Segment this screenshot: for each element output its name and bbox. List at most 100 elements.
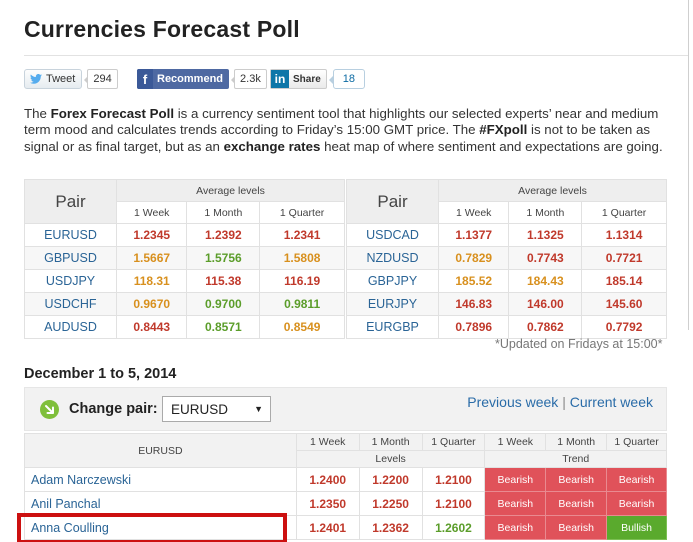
average-level-cell: 0.7862 xyxy=(508,315,583,339)
pair-name[interactable]: EURJPY xyxy=(346,292,439,316)
table-row: NZDUSD 0.7829 0.7743 0.7721 xyxy=(346,246,667,270)
col-header: 1 Quarter xyxy=(581,201,667,224)
average-level-cell: 1.1377 xyxy=(437,223,510,247)
facebook-widget: f Recommend 2.3k xyxy=(137,68,267,90)
average-level-cell: 0.7721 xyxy=(581,246,667,270)
average-level-cell: 185.52 xyxy=(437,269,510,293)
table-row: USDCHF 0.9670 0.9700 0.9811 xyxy=(24,292,345,316)
col-header: 1 Month xyxy=(545,433,608,451)
average-level-cell: 1.1325 xyxy=(508,223,583,247)
average-level-cell: 145.60 xyxy=(581,292,667,316)
pair-name[interactable]: USDCHF xyxy=(24,292,117,316)
average-level-cell: 1.5667 xyxy=(115,246,188,270)
trend-cell: Bearish xyxy=(484,491,547,516)
updated-note: *Updated on Fridays at 15:00* xyxy=(495,337,663,351)
expert-row: Adam Narczewski 1.2400 1.2200 1.2100 Bearish… xyxy=(24,467,667,492)
average-level-cell: 118.31 xyxy=(115,269,188,293)
title-divider xyxy=(24,55,693,56)
trend-cell: Bearish xyxy=(484,467,547,492)
linkedin-icon: in xyxy=(271,70,289,88)
trend-cell: Bearish xyxy=(606,491,667,516)
current-week-link[interactable]: Current week xyxy=(569,394,653,410)
previous-week-link[interactable]: Previous week xyxy=(467,394,559,410)
pair-select[interactable]: EURUSD ▼ xyxy=(162,396,271,422)
average-level-cell: 0.7896 xyxy=(437,315,510,339)
table-row: GBPJPY 185.52 184.43 185.14 xyxy=(346,269,667,293)
intro-paragraph: The Forex Forecast Poll is a currency se… xyxy=(24,106,663,154)
average-level-cell: 1.2341 xyxy=(259,223,345,247)
pair-name[interactable]: USDCAD xyxy=(346,223,439,247)
average-levels-header: Average levels xyxy=(116,179,345,202)
average-level-cell: 146.83 xyxy=(437,292,510,316)
average-level-cell: 0.8443 xyxy=(115,315,188,339)
linkedin-share-label: Share xyxy=(293,73,321,85)
pair-name[interactable]: GBPUSD xyxy=(24,246,117,270)
levels-header: Levels xyxy=(295,450,486,468)
table-row: AUDUSD 0.8443 0.8571 0.8549 xyxy=(24,315,345,339)
tweet-count: 294 xyxy=(84,69,118,89)
tweet-widget: Tweet 294 xyxy=(24,68,118,90)
average-level-cell: 185.14 xyxy=(581,269,667,293)
average-level-cell: 146.00 xyxy=(508,292,583,316)
trend-cell: Bearish xyxy=(545,515,608,540)
level-cell: 1.2100 xyxy=(421,491,486,516)
pair-name[interactable]: EURUSD xyxy=(24,223,117,247)
average-level-cell: 1.5756 xyxy=(186,246,261,270)
level-cell: 1.2250 xyxy=(358,491,423,516)
linkedin-share-button[interactable]: in Share xyxy=(270,69,327,89)
table-row: EURUSD 1.2345 1.2392 1.2341 xyxy=(24,223,345,247)
facebook-recommend-button[interactable]: f Recommend xyxy=(137,69,230,89)
expert-name-link[interactable]: Adam Narczewski xyxy=(24,467,297,492)
pair-header: Pair xyxy=(24,179,117,224)
expert-name-link[interactable]: Anna Coulling xyxy=(24,515,297,540)
expert-poll-table: EURUSD 1 Week 1 Month 1 Quarter 1 Week 1… xyxy=(24,433,667,540)
pair-name[interactable]: USDJPY xyxy=(24,269,117,293)
average-level-cell: 1.2392 xyxy=(186,223,261,247)
average-level-cell: 0.9700 xyxy=(186,292,261,316)
change-pair-label: Change pair: xyxy=(69,401,158,417)
average-level-cell: 116.19 xyxy=(259,269,345,293)
tweet-button[interactable]: Tweet xyxy=(24,69,83,89)
pair-name[interactable]: NZDUSD xyxy=(346,246,439,270)
level-cell: 1.2602 xyxy=(421,515,486,540)
trend-cell: Bearish xyxy=(545,491,608,516)
week-nav-separator: | xyxy=(558,394,570,410)
col-header: 1 Month xyxy=(186,201,261,224)
table-row: EURGBP 0.7896 0.7862 0.7792 xyxy=(346,315,667,339)
average-level-cell: 0.7743 xyxy=(508,246,583,270)
arrow-circle-icon xyxy=(40,400,59,419)
average-level-cell: 1.1314 xyxy=(581,223,667,247)
average-level-cell: 0.7792 xyxy=(581,315,667,339)
average-levels-table-right: Pair Average levels 1 Week 1 Month 1 Qua… xyxy=(346,179,667,339)
pair-select-value: EURUSD xyxy=(171,402,229,417)
average-levels-table-left: Pair Average levels 1 Week 1 Month 1 Qua… xyxy=(24,179,345,339)
trend-header: Trend xyxy=(484,450,667,468)
pair-name[interactable]: EURGBP xyxy=(346,315,439,339)
recommend-label: Recommend xyxy=(157,73,224,85)
average-level-cell: 184.43 xyxy=(508,269,583,293)
change-pair-bar: Change pair: EURUSD ▼ Previous week | Cu… xyxy=(24,387,667,431)
level-cell: 1.2200 xyxy=(358,467,423,492)
col-header: 1 Week xyxy=(115,201,188,224)
level-cell: 1.2100 xyxy=(421,467,486,492)
col-header: 1 Month xyxy=(508,201,583,224)
average-level-cell: 0.9670 xyxy=(115,292,188,316)
table-row: USDCAD 1.1377 1.1325 1.1314 xyxy=(346,223,667,247)
trend-cell: Bearish xyxy=(484,515,547,540)
average-level-cell: 115.38 xyxy=(186,269,261,293)
col-header: 1 Quarter xyxy=(606,433,667,451)
tweet-label: Tweet xyxy=(46,73,76,85)
trend-cell: Bearish xyxy=(545,467,608,492)
twitter-bird-icon xyxy=(30,74,42,84)
week-nav: Previous week | Current week xyxy=(467,394,653,410)
table-row: GBPUSD 1.5667 1.5756 1.5808 xyxy=(24,246,345,270)
pair-name[interactable]: GBPJPY xyxy=(346,269,439,293)
level-cell: 1.2400 xyxy=(295,467,360,492)
average-levels-header: Average levels xyxy=(438,179,667,202)
col-header: 1 Week xyxy=(484,433,547,451)
col-header: 1 Month xyxy=(358,433,423,451)
expert-name-link[interactable]: Anil Panchal xyxy=(24,491,297,516)
col-header: 1 Quarter xyxy=(259,201,345,224)
pair-name[interactable]: AUDUSD xyxy=(24,315,117,339)
col-header: 1 Week xyxy=(437,201,510,224)
